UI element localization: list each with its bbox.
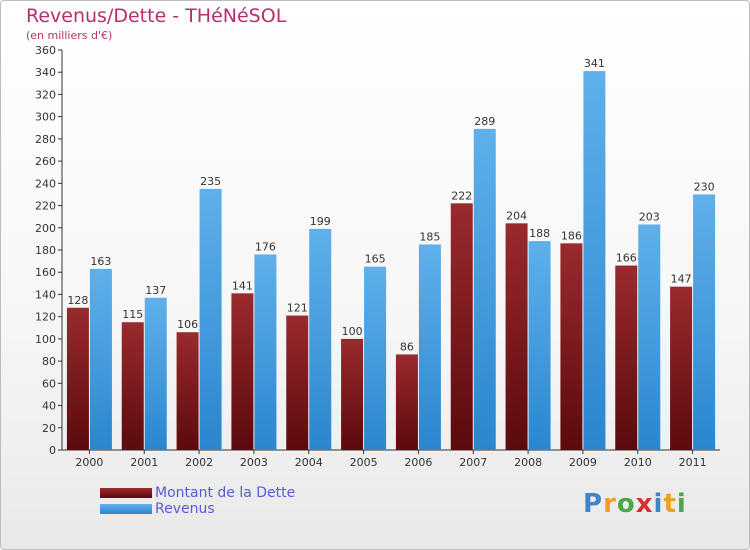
data-label: 222 <box>451 189 472 202</box>
x-tick-label: 2009 <box>569 456 597 469</box>
bar-dette <box>176 332 199 450</box>
bar-revenus <box>473 128 496 450</box>
y-tick-label: 0 <box>49 444 56 457</box>
data-label: 128 <box>67 294 88 307</box>
bar-dette <box>231 293 254 450</box>
bar-revenus <box>144 297 167 450</box>
data-label: 141 <box>232 279 253 292</box>
data-label: 137 <box>145 284 166 297</box>
x-tick-label: 2004 <box>295 456 323 469</box>
y-tick-label: 60 <box>42 377 56 390</box>
chart-title: Revenus/Dette - THéNéSOL <box>26 5 287 27</box>
legend-label-revenus: Revenus <box>155 501 215 517</box>
legend-label-dette: Montant de la Dette <box>155 485 296 501</box>
data-label: 106 <box>177 318 198 331</box>
bar-revenus <box>583 71 606 450</box>
x-tick-label: 2008 <box>514 456 542 469</box>
y-tick-label: 80 <box>42 355 56 368</box>
y-tick-label: 100 <box>35 333 56 346</box>
y-tick-label: 180 <box>35 244 56 257</box>
data-label: 163 <box>90 255 111 268</box>
data-label: 176 <box>255 240 276 253</box>
proxiti-logo: Proxiti <box>583 489 687 519</box>
x-tick-label: 2011 <box>679 456 707 469</box>
chart-subtitle: (en milliers d'€) <box>26 29 113 42</box>
bar-revenus <box>418 244 441 450</box>
bar-dette <box>670 286 693 450</box>
bar-revenus <box>638 224 661 450</box>
data-label: 186 <box>561 229 582 242</box>
y-tick-label: 140 <box>35 288 56 301</box>
legend-swatch-revenus <box>100 504 152 514</box>
data-label: 100 <box>342 325 363 338</box>
y-tick-label: 220 <box>35 200 56 213</box>
bar-dette <box>615 265 638 450</box>
y-axis: 0 20 40 60 80 100 120 140 160 180 200 220 240 260 280 3… <box>35 44 63 457</box>
data-label: 165 <box>365 253 386 266</box>
bar-revenus <box>199 188 222 450</box>
y-tick-label: 360 <box>35 44 56 57</box>
y-tick-label: 280 <box>35 133 56 146</box>
y-tick-label: 20 <box>42 422 56 435</box>
bar-revenus <box>254 254 277 450</box>
data-label: 166 <box>616 252 637 265</box>
y-tick-label: 160 <box>35 266 56 279</box>
x-tick-label: 2001 <box>130 456 158 469</box>
bar-revenus <box>309 228 332 450</box>
y-tick-label: 320 <box>35 88 56 101</box>
bar-dette <box>560 243 583 450</box>
legend-swatch-dette <box>100 488 152 498</box>
data-label: 188 <box>529 227 550 240</box>
y-tick-label: 240 <box>35 177 56 190</box>
data-label: 121 <box>287 302 308 315</box>
data-label: 199 <box>310 215 331 228</box>
data-label: 115 <box>122 308 143 321</box>
data-label: 289 <box>474 115 495 128</box>
x-tick-label: 2006 <box>404 456 432 469</box>
y-tick-label: 200 <box>35 222 56 235</box>
bars-group <box>66 71 716 450</box>
data-label: 204 <box>506 209 527 222</box>
x-tick-label: 2003 <box>240 456 268 469</box>
data-label: 185 <box>419 230 440 243</box>
y-tick-label: 300 <box>35 111 56 124</box>
bar-revenus <box>528 241 551 450</box>
bar-dette <box>450 203 473 450</box>
data-label: 235 <box>200 175 221 188</box>
y-tick-label: 260 <box>35 155 56 168</box>
bar-dette <box>395 354 418 450</box>
y-tick-label: 340 <box>35 66 56 79</box>
bar-dette <box>505 223 528 450</box>
data-label: 341 <box>584 57 605 70</box>
bar-revenus <box>364 266 387 450</box>
y-tick-label: 40 <box>42 400 56 413</box>
x-tick-label: 2010 <box>624 456 652 469</box>
data-label: 147 <box>671 273 692 286</box>
x-tick-label: 2002 <box>185 456 213 469</box>
data-label: 86 <box>400 340 414 353</box>
bar-dette <box>286 315 309 450</box>
bar-revenus <box>89 268 112 450</box>
data-label: 203 <box>639 210 660 223</box>
x-tick-label: 2007 <box>459 456 487 469</box>
bar-dette <box>121 322 144 450</box>
bar-revenus <box>693 194 716 450</box>
data-label: 230 <box>694 180 715 193</box>
x-tick-label: 2005 <box>350 456 378 469</box>
y-tick-label: 120 <box>35 311 56 324</box>
x-axis: 2000 2001 2002 2003 2004 2005 2006 2007 2008 2009… <box>62 449 720 469</box>
bar-dette <box>341 338 364 450</box>
x-tick-label: 2000 <box>75 456 103 469</box>
bar-dette <box>66 307 89 450</box>
